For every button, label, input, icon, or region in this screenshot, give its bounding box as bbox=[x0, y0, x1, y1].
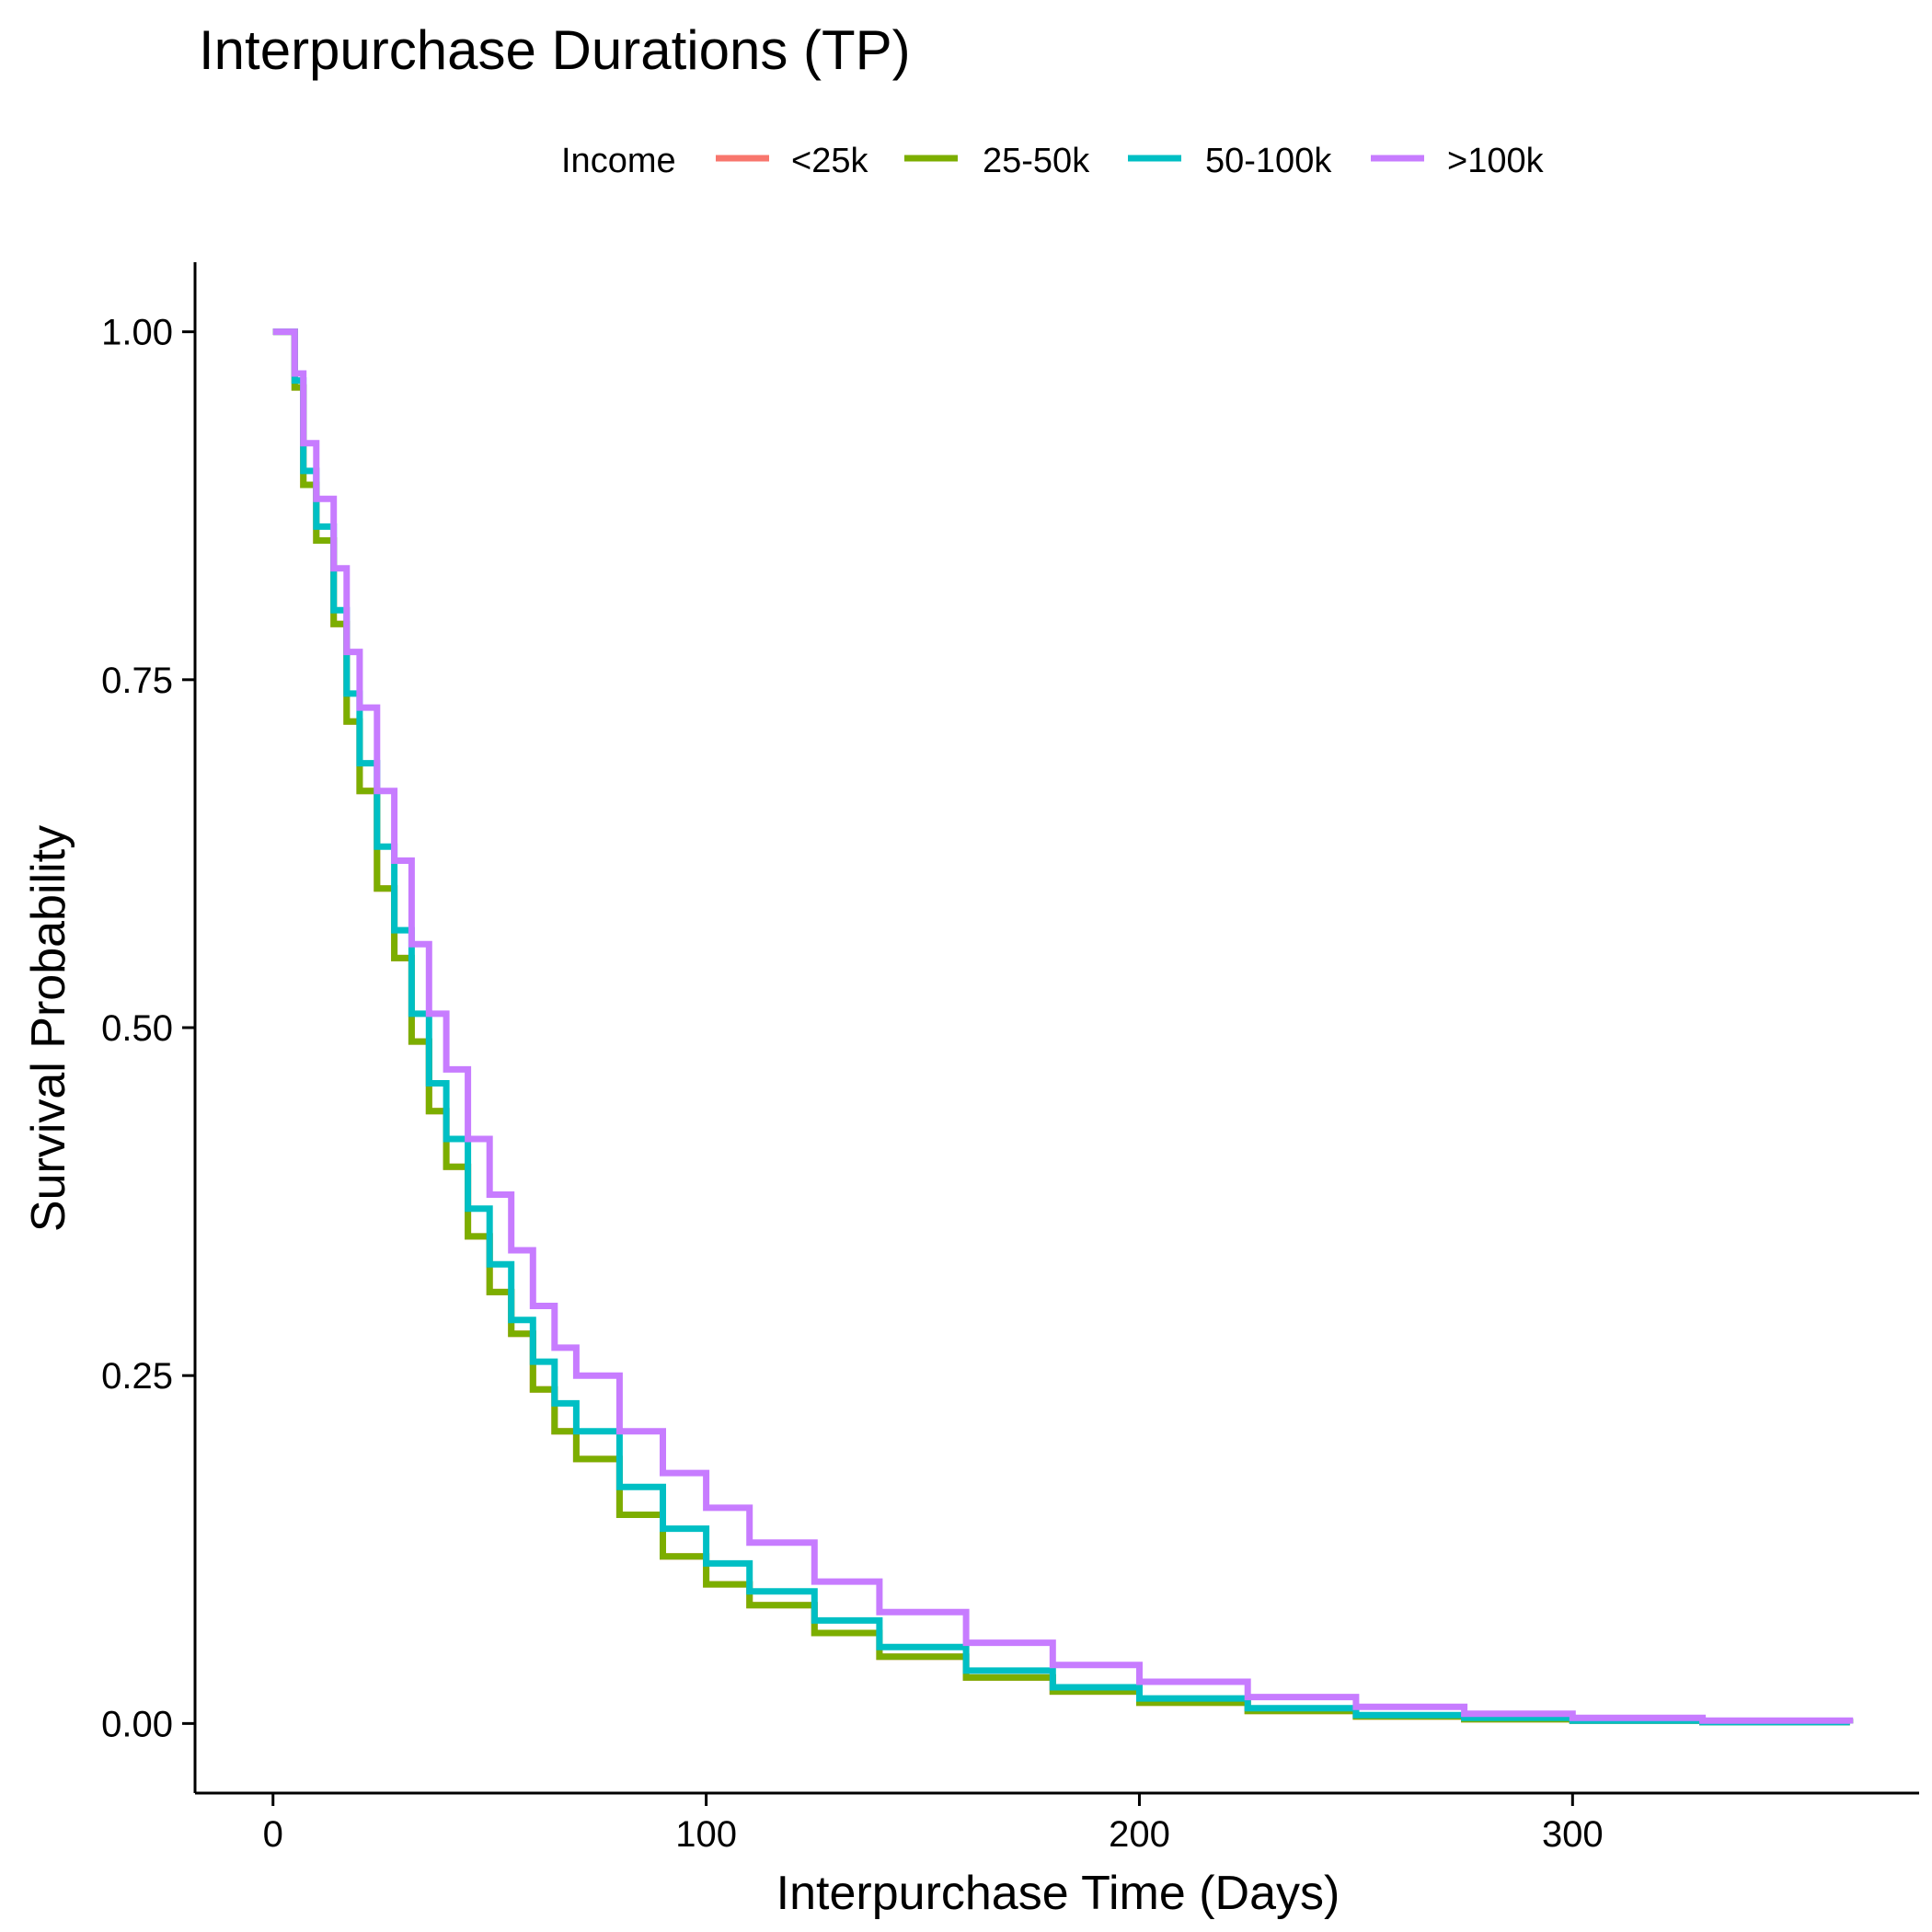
y-tick-label-0: 0.00 bbox=[101, 1704, 173, 1744]
axes: 0 100 200 300 0.00 0.25 0.50 0.75 1.00 bbox=[101, 262, 1919, 1855]
x-tick-label-1: 100 bbox=[675, 1814, 737, 1855]
series-line-3 bbox=[272, 328, 1854, 1724]
x-tick-label-0: 0 bbox=[263, 1814, 283, 1855]
legend: Income <25k 25-50k 50-100k >100k bbox=[561, 142, 1545, 180]
legend-title: Income bbox=[561, 142, 676, 180]
chart-title: Interpurchase Durations (TP) bbox=[199, 19, 911, 81]
x-tick-label-3: 300 bbox=[1542, 1814, 1604, 1855]
series-line-0 bbox=[272, 328, 1854, 1726]
y-axis-title: Survival Probability bbox=[22, 825, 75, 1232]
y-tick-label-3: 0.75 bbox=[101, 661, 173, 701]
legend-label-1: 25-50k bbox=[983, 142, 1090, 180]
series-line-1 bbox=[272, 328, 1854, 1726]
y-tick-label-1: 0.25 bbox=[101, 1356, 173, 1397]
legend-label-3: >100k bbox=[1447, 142, 1545, 180]
series-line-2 bbox=[272, 328, 1854, 1726]
x-tick-label-2: 200 bbox=[1109, 1814, 1170, 1855]
y-tick-label-4: 1.00 bbox=[101, 313, 173, 353]
y-tick-label-2: 0.50 bbox=[101, 1008, 173, 1049]
plot-series bbox=[272, 328, 1854, 1726]
legend-label-0: <25k bbox=[791, 142, 868, 180]
legend-label-2: 50-100k bbox=[1205, 142, 1332, 180]
x-axis-title: Interpurchase Time (Days) bbox=[776, 1867, 1340, 1920]
